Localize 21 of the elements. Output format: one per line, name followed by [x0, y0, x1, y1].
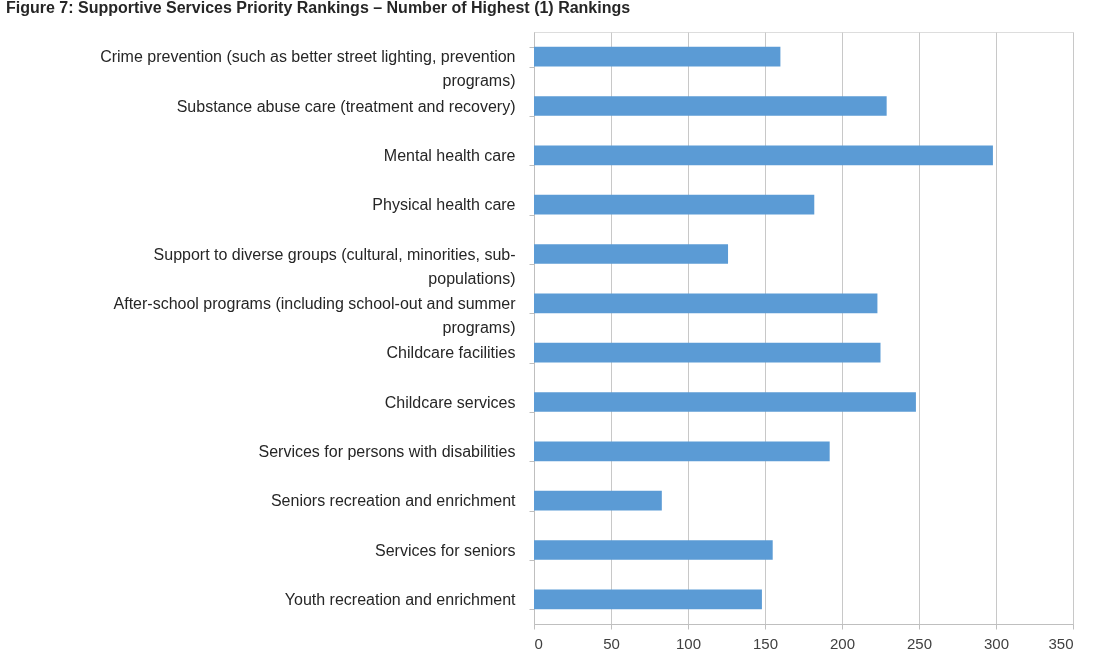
y-tick-label: Childcare services [384, 393, 516, 411]
y-tick-label: Substance abuse care (treatment and recovery) [176, 97, 516, 115]
y-tick-label: Youth recreation and enrichment [284, 590, 517, 608]
y-tick-label: Seniors recreation and enrichment [270, 492, 517, 510]
x-tick-label: 200 [829, 634, 856, 652]
y-tick-label: Crime prevention (such as better street lighting, prevention programs) [100, 48, 516, 90]
x-tick-label: 0 [534, 634, 543, 652]
y-tick-label: Childcare facilities [386, 344, 516, 362]
x-tick-label: 250 [906, 634, 933, 652]
x-tick-label: 150 [752, 634, 779, 652]
x-tick-label: 100 [675, 634, 702, 652]
y-tick-label: Physical health care [372, 196, 516, 214]
x-tick-label: 300 [983, 634, 1010, 652]
x-tick-label: 350 [1048, 634, 1074, 652]
y-tick-label: Services for seniors [375, 541, 516, 559]
y-tick-label: After-school programs (including school-out and summer programs) [113, 294, 517, 336]
y-tick-label: Mental health care [383, 146, 516, 164]
text: Figure 7: Supportive Services Priority Rankings – Number of Highest (1) Rankings [6, 0, 631, 16]
y-tick-label: Support to diverse groups (cultural, minorities, sub-populations) [153, 245, 516, 287]
x-tick-label: 50 [603, 634, 620, 652]
y-tick-label: Services for persons with disabilities [258, 442, 516, 460]
